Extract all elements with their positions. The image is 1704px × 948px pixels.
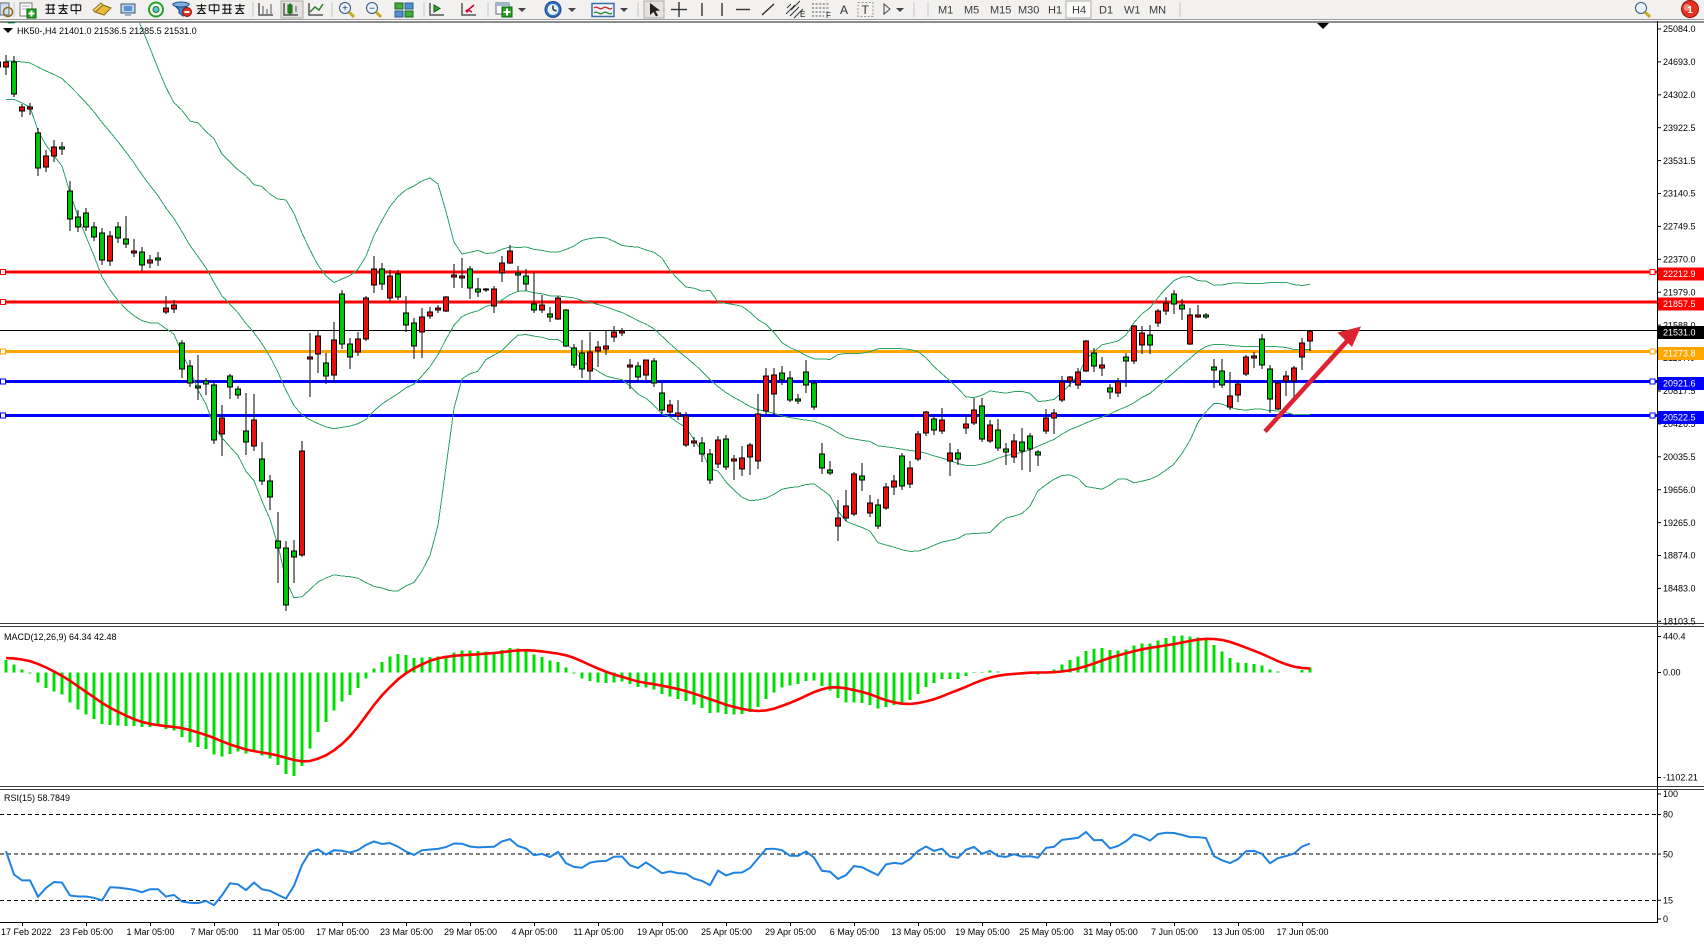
svg-text:7 Jun 05:00: 7 Jun 05:00 <box>1151 927 1198 937</box>
svg-text:22370.0: 22370.0 <box>1663 255 1696 265</box>
svg-text:E: E <box>800 10 805 19</box>
svg-text:24302.0: 24302.0 <box>1663 90 1696 100</box>
svg-text:20522.5: 20522.5 <box>1663 413 1696 423</box>
svg-text:T: T <box>862 3 870 17</box>
svg-text:21273.8: 21273.8 <box>1663 349 1696 359</box>
svg-text:23 Mar 05:00: 23 Mar 05:00 <box>380 927 433 937</box>
svg-text:19656.0: 19656.0 <box>1663 485 1696 495</box>
svg-text:0.00: 0.00 <box>1663 668 1681 678</box>
svg-text:M5: M5 <box>964 5 979 17</box>
svg-text:20817.5: 20817.5 <box>1663 386 1696 396</box>
svg-text:15: 15 <box>1663 896 1673 906</box>
svg-text:1 Mar 05:00: 1 Mar 05:00 <box>126 927 174 937</box>
svg-text:21979.0: 21979.0 <box>1663 287 1696 297</box>
svg-text:M30: M30 <box>1018 5 1039 17</box>
svg-text:19 May 05:00: 19 May 05:00 <box>955 927 1010 937</box>
svg-text:17 Mar 05:00: 17 Mar 05:00 <box>316 927 369 937</box>
svg-text:11 Apr 05:00: 11 Apr 05:00 <box>573 927 623 937</box>
svg-text:31 May 05:00: 31 May 05:00 <box>1083 927 1138 937</box>
svg-text:23922.5: 23922.5 <box>1663 123 1696 133</box>
svg-text:M15: M15 <box>990 5 1011 17</box>
svg-text:MACD(12,26,9) 64.34 42.48: MACD(12,26,9) 64.34 42.48 <box>4 632 117 642</box>
svg-text:24693.0: 24693.0 <box>1663 57 1696 67</box>
svg-text:17 Jun 05:00: 17 Jun 05:00 <box>1276 927 1328 937</box>
svg-text:21588.0: 21588.0 <box>1663 320 1696 330</box>
svg-text:H4: H4 <box>1072 5 1086 17</box>
svg-text:4 Apr 05:00: 4 Apr 05:00 <box>511 927 557 937</box>
svg-text:80: 80 <box>1663 810 1673 820</box>
svg-text:6 May 05:00: 6 May 05:00 <box>830 927 880 937</box>
svg-text:21531.0: 21531.0 <box>1663 328 1696 338</box>
svg-text:+: + <box>342 4 348 15</box>
svg-text:19265.0: 19265.0 <box>1663 518 1696 528</box>
svg-text:18874.0: 18874.0 <box>1663 551 1696 561</box>
svg-text:F: F <box>826 11 831 20</box>
svg-text:11 Mar 05:00: 11 Mar 05:00 <box>252 927 304 937</box>
svg-text:H1: H1 <box>1048 5 1062 17</box>
svg-text:22749.5: 22749.5 <box>1663 222 1696 232</box>
svg-text:18103.5: 18103.5 <box>1663 617 1696 627</box>
svg-text:RSI(15) 58.7849: RSI(15) 58.7849 <box>4 793 70 803</box>
svg-text:-1102.21: -1102.21 <box>1663 773 1698 783</box>
svg-text:13 Jun 05:00: 13 Jun 05:00 <box>1212 927 1264 937</box>
svg-text:20921.6: 20921.6 <box>1663 379 1696 389</box>
svg-text:20035.5: 20035.5 <box>1663 452 1696 462</box>
svg-text:29 Apr 05:00: 29 Apr 05:00 <box>765 927 816 937</box>
svg-text:22212.9: 22212.9 <box>1663 269 1696 279</box>
svg-text:25 Apr 05:00: 25 Apr 05:00 <box>701 927 752 937</box>
svg-text:M1: M1 <box>938 5 953 17</box>
svg-text:W1: W1 <box>1124 5 1141 17</box>
svg-text:25084.0: 25084.0 <box>1663 24 1696 34</box>
svg-text:23140.5: 23140.5 <box>1663 189 1696 199</box>
svg-text:D1: D1 <box>1099 5 1113 17</box>
svg-text:21857.5: 21857.5 <box>1663 299 1696 309</box>
svg-text:440.4: 440.4 <box>1663 632 1686 642</box>
svg-text:−: − <box>369 4 375 15</box>
svg-text:19 Apr 05:00: 19 Apr 05:00 <box>637 927 688 937</box>
svg-text:0: 0 <box>1663 914 1668 924</box>
svg-text:50: 50 <box>1663 849 1673 859</box>
svg-text:HK50-,H4 21401.0 21536.5 2128: HK50-,H4 21401.0 21536.5 21285.5 21531.0 <box>17 26 197 36</box>
svg-text:23 Feb 05:00: 23 Feb 05:00 <box>60 927 113 937</box>
svg-text:18483.0: 18483.0 <box>1663 584 1696 594</box>
svg-text:MN: MN <box>1149 5 1166 17</box>
svg-text:100: 100 <box>1663 789 1678 799</box>
svg-text:1: 1 <box>1687 5 1693 16</box>
svg-text:A: A <box>840 3 848 17</box>
svg-text:25 May 05:00: 25 May 05:00 <box>1019 927 1074 937</box>
svg-text:17 Feb 2022: 17 Feb 2022 <box>1 927 52 937</box>
svg-text:20426.5: 20426.5 <box>1663 419 1696 429</box>
svg-text:23531.5: 23531.5 <box>1663 156 1696 166</box>
svg-text:13 May 05:00: 13 May 05:00 <box>891 927 946 937</box>
svg-text:7 Mar 05:00: 7 Mar 05:00 <box>190 927 238 937</box>
svg-text:29 Mar 05:00: 29 Mar 05:00 <box>444 927 497 937</box>
